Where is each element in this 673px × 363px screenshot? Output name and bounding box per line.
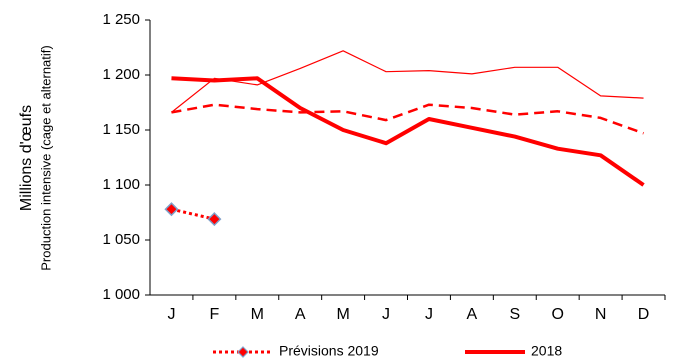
x-tick-label: S — [509, 306, 520, 323]
y-axis-label: Millions d'œufs — [18, 105, 35, 211]
point-marker — [207, 212, 222, 227]
series-line — [171, 76, 645, 187]
point-marker — [164, 202, 179, 217]
legend-marker — [237, 346, 249, 358]
series-line — [171, 207, 215, 221]
y-tick-label: 1 050 — [102, 231, 140, 248]
series-line — [171, 50, 644, 113]
legend-label: 2018 — [531, 343, 562, 359]
x-tick-label: J — [167, 306, 175, 323]
x-tick-label: D — [638, 306, 650, 323]
x-tick-label: O — [551, 306, 563, 323]
x-tick-label: J — [382, 306, 390, 323]
y-tick-label: 1 000 — [102, 286, 140, 303]
y-tick-label: 1 100 — [102, 176, 140, 193]
x-tick-label: A — [467, 306, 478, 323]
x-tick-label: F — [209, 306, 219, 323]
x-tick-label: J — [425, 306, 433, 323]
y-axis-sublabel: Production intensive (cage et alternatif… — [38, 45, 53, 270]
x-tick-label: M — [336, 306, 349, 323]
legend-label: Prévisions 2019 — [279, 343, 379, 359]
y-tick-label: 1 250 — [102, 11, 140, 28]
x-tick-label: N — [595, 306, 607, 323]
x-tick-label: A — [295, 306, 306, 323]
x-tick-label: M — [251, 306, 264, 323]
y-tick-label: 1 200 — [102, 66, 140, 83]
y-tick-label: 1 150 — [102, 121, 140, 138]
